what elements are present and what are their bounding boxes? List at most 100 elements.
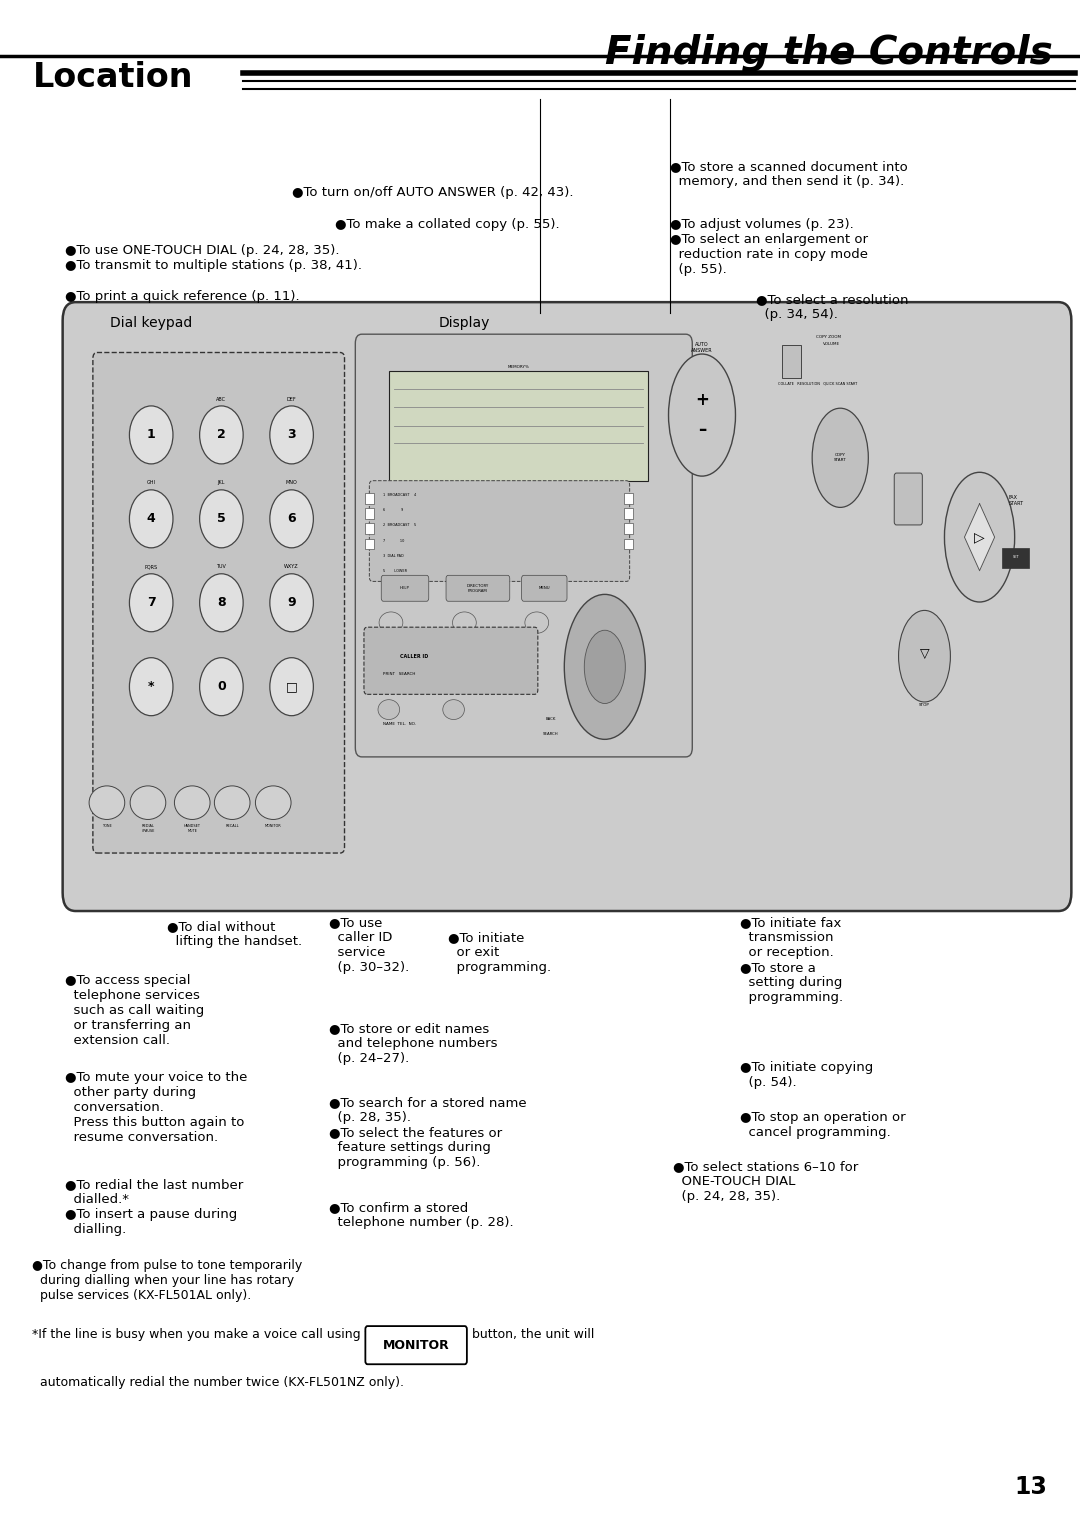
Bar <box>624 508 633 519</box>
Text: 0: 0 <box>217 681 226 693</box>
Text: ▽: ▽ <box>920 647 929 659</box>
Text: automatically redial the number twice (KX-FL501NZ only).: automatically redial the number twice (K… <box>32 1376 404 1390</box>
Text: ●To print a quick reference (p. 11).: ●To print a quick reference (p. 11). <box>65 290 299 304</box>
FancyBboxPatch shape <box>381 575 429 601</box>
Ellipse shape <box>200 406 243 464</box>
Text: SET: SET <box>1012 555 1020 559</box>
Text: NAME  TEL.  NO.: NAME TEL. NO. <box>383 722 417 726</box>
Text: 1  BROADCAST    4: 1 BROADCAST 4 <box>383 493 417 497</box>
Ellipse shape <box>379 612 403 633</box>
Text: 8: 8 <box>217 597 226 609</box>
Text: 3  DIAL PAD: 3 DIAL PAD <box>383 554 404 559</box>
Text: TONE: TONE <box>102 824 112 829</box>
Text: STOP: STOP <box>919 703 930 707</box>
Text: ●To change from pulse to tone temporarily
  during dialling when your line has r: ●To change from pulse to tone temporaril… <box>32 1259 302 1302</box>
Text: ●To access special
  telephone services
  such as call waiting
  or transferring: ●To access special telephone services su… <box>65 974 204 1047</box>
Ellipse shape <box>270 658 313 716</box>
Ellipse shape <box>270 490 313 548</box>
Text: ●To turn on/off AUTO ANSWER (p. 42, 43).: ●To turn on/off AUTO ANSWER (p. 42, 43). <box>292 186 573 200</box>
Bar <box>624 539 633 549</box>
Text: MNO: MNO <box>286 481 297 485</box>
Bar <box>782 345 801 378</box>
FancyBboxPatch shape <box>894 473 922 525</box>
Text: MONITOR: MONITOR <box>382 1338 449 1352</box>
Text: SEARCH: SEARCH <box>543 732 558 737</box>
Text: *: * <box>148 681 154 693</box>
Text: 2  BROADCAST    5: 2 BROADCAST 5 <box>383 523 417 528</box>
Ellipse shape <box>89 786 125 819</box>
Ellipse shape <box>584 630 625 703</box>
Bar <box>365 539 374 549</box>
Text: Dial keypad: Dial keypad <box>110 316 192 330</box>
Text: 7: 7 <box>147 597 156 609</box>
Ellipse shape <box>378 699 400 719</box>
FancyBboxPatch shape <box>369 481 630 581</box>
Ellipse shape <box>669 354 735 476</box>
Text: ●To select a resolution
  (p. 34, 54).: ●To select a resolution (p. 34, 54). <box>756 293 908 320</box>
Text: TUV: TUV <box>216 565 227 569</box>
Text: □: □ <box>286 681 297 693</box>
Bar <box>365 523 374 534</box>
Text: ●To mute your voice to the
  other party during
  conversation.
  Press this but: ●To mute your voice to the other party d… <box>65 1071 247 1144</box>
Text: ●To adjust volumes (p. 23).
●To select an enlargement or
  reduction rate in cop: ●To adjust volumes (p. 23). ●To select a… <box>670 218 867 276</box>
Ellipse shape <box>130 406 173 464</box>
Text: button, the unit will: button, the unit will <box>468 1328 594 1341</box>
Ellipse shape <box>131 786 166 819</box>
Text: PRINT   SEARCH: PRINT SEARCH <box>383 673 416 676</box>
Text: COPY ZOOM: COPY ZOOM <box>816 334 841 339</box>
Text: 6              9: 6 9 <box>383 508 404 513</box>
FancyBboxPatch shape <box>355 334 692 757</box>
Text: 3: 3 <box>287 429 296 441</box>
Text: ●To store a scanned document into
  memory, and then send it (p. 34).: ●To store a scanned document into memory… <box>670 160 907 188</box>
Ellipse shape <box>130 574 173 632</box>
Text: ●To search for a stored name
  (p. 28, 35).
●To select the features or
  feature: ●To search for a stored name (p. 28, 35)… <box>329 1096 527 1169</box>
Ellipse shape <box>130 490 173 548</box>
Text: MENU: MENU <box>539 586 550 591</box>
Ellipse shape <box>200 490 243 548</box>
Text: COPY
START: COPY START <box>834 453 847 462</box>
FancyBboxPatch shape <box>446 575 510 601</box>
Text: DIRECTORY
PROGRAM: DIRECTORY PROGRAM <box>467 584 489 592</box>
Ellipse shape <box>812 407 868 507</box>
Text: 6: 6 <box>287 513 296 525</box>
Text: 1: 1 <box>147 429 156 441</box>
Ellipse shape <box>944 473 1015 601</box>
Ellipse shape <box>899 610 950 702</box>
Text: PQRS: PQRS <box>145 565 158 569</box>
Text: *If the line is busy when you make a voice call using the: *If the line is busy when you make a voi… <box>32 1328 390 1341</box>
Text: VOLUME: VOLUME <box>823 342 840 346</box>
Bar <box>389 371 648 481</box>
Bar <box>365 493 374 504</box>
Text: ABC: ABC <box>216 397 227 401</box>
Text: ●To use
  caller ID
  service
  (p. 30–32).: ●To use caller ID service (p. 30–32). <box>329 916 409 974</box>
Text: ●To make a collated copy (p. 55).: ●To make a collated copy (p. 55). <box>335 218 559 232</box>
Ellipse shape <box>525 612 549 633</box>
Text: RECALL: RECALL <box>226 824 239 829</box>
Ellipse shape <box>565 594 646 740</box>
Text: ●To select stations 6–10 for
  ONE-TOUCH DIAL
  (p. 24, 28, 35).: ●To select stations 6–10 for ONE-TOUCH D… <box>673 1160 859 1202</box>
Ellipse shape <box>453 612 476 633</box>
Text: 5        LOWER: 5 LOWER <box>383 569 407 574</box>
Text: MEMORY%: MEMORY% <box>508 365 529 369</box>
Bar <box>1002 548 1029 568</box>
FancyBboxPatch shape <box>93 353 345 853</box>
Ellipse shape <box>214 786 249 819</box>
Text: COLLATE   RESOLUTION   QUICK SCAN START: COLLATE RESOLUTION QUICK SCAN START <box>778 382 856 386</box>
Text: BACK: BACK <box>545 717 556 722</box>
Text: ●To initiate fax
  transmission
  or reception.
●To store a
  setting during
  p: ●To initiate fax transmission or recepti… <box>740 916 842 1004</box>
Text: FAX
START: FAX START <box>1009 494 1024 507</box>
Text: 13: 13 <box>1015 1474 1048 1499</box>
Text: 5: 5 <box>217 513 226 525</box>
Text: 7             10: 7 10 <box>383 539 405 543</box>
Ellipse shape <box>200 658 243 716</box>
Text: ●To confirm a stored
  telephone number (p. 28).: ●To confirm a stored telephone number (p… <box>329 1201 514 1228</box>
Bar <box>624 493 633 504</box>
Text: Location: Location <box>32 61 193 95</box>
Text: 4: 4 <box>147 513 156 525</box>
Text: JKL: JKL <box>218 481 225 485</box>
Text: +: + <box>696 391 708 409</box>
FancyBboxPatch shape <box>63 302 1071 911</box>
Text: Display: Display <box>438 316 490 330</box>
Ellipse shape <box>174 786 210 819</box>
Text: ▷: ▷ <box>974 530 985 545</box>
